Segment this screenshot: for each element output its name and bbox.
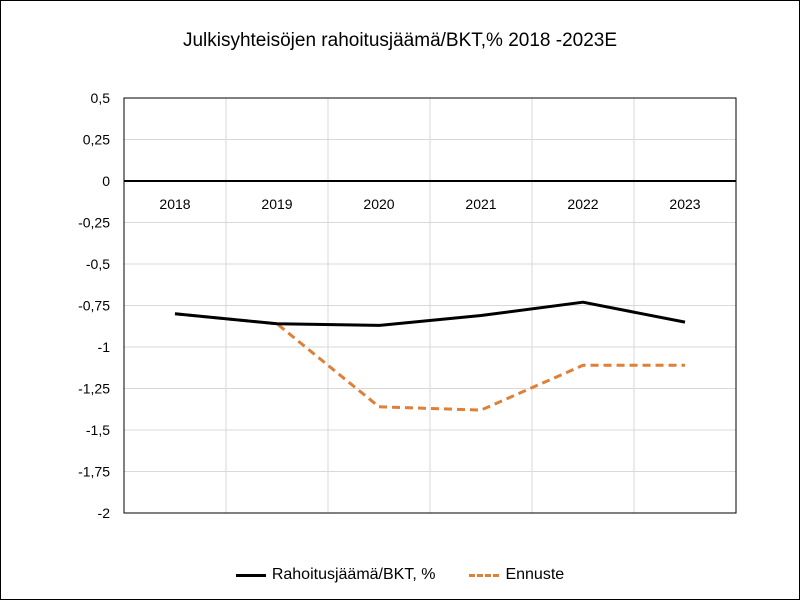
y-tick-label: -1,75 (78, 464, 110, 480)
x-tick-labels: 2018 2019 2020 2021 2022 2023 (159, 196, 700, 212)
series-lines (174, 300, 686, 412)
y-tick-label: -1,25 (78, 381, 110, 397)
rahoitusjaama-line (174, 300, 686, 327)
x-tick-label: 2019 (261, 196, 292, 212)
legend-item-series-2: Ennuste (469, 566, 564, 584)
x-tick-label: 2021 (465, 196, 496, 212)
y-tick-label: 0 (102, 173, 110, 189)
legend-swatch-solid (235, 573, 266, 577)
y-tick-label: 0,5 (91, 90, 111, 106)
y-tick-label: -2 (98, 505, 111, 521)
x-tick-label: 2018 (159, 196, 190, 212)
y-tick-label: -0,25 (78, 215, 110, 231)
y-tick-labels: 0,5 0,25 0 -0,25 -0,5 -0,75 -1 -1,25 -1,5 -1,75 -2 (78, 90, 110, 521)
legend-item-series-1: Rahoitusjäämä/BKT, % (235, 566, 436, 584)
legend: Rahoitusjäämä/BKT, % Ennuste (0, 566, 800, 584)
y-tick-label: -0,5 (86, 256, 110, 272)
y-tick-label: -1,5 (86, 422, 110, 438)
y-tick-label: -0,75 (78, 298, 110, 314)
legend-label-series-2: Ennuste (505, 566, 565, 583)
y-tick-label: -1 (98, 339, 111, 355)
chart-title: Julkisyhteisöjen rahoitusjäämä/BKT,% 201… (182, 30, 618, 51)
x-tick-label: 2023 (669, 196, 700, 212)
y-tick-label: 0,25 (83, 132, 110, 148)
legend-label-series-1: Rahoitusjäämä/BKT, % (271, 566, 436, 583)
legend-swatch-dashed (469, 573, 500, 577)
plot-area-border (123, 97, 737, 514)
gridlines (124, 97, 736, 514)
x-tick-label: 2022 (567, 196, 598, 212)
axes (123, 97, 737, 514)
x-tick-label: 2020 (363, 196, 394, 212)
